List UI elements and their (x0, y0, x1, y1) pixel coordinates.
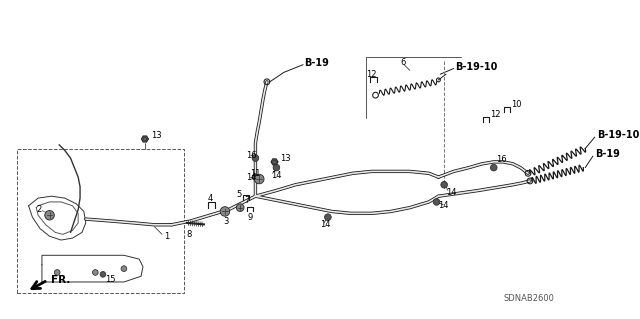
Text: 14: 14 (320, 220, 331, 229)
Circle shape (236, 204, 244, 211)
Text: 12: 12 (490, 110, 500, 119)
Text: 13: 13 (280, 153, 291, 163)
Text: 14: 14 (246, 173, 257, 182)
Text: 9: 9 (248, 213, 253, 222)
Text: 16: 16 (246, 151, 257, 160)
Text: B-19: B-19 (595, 149, 620, 159)
Text: 2: 2 (36, 205, 42, 214)
Circle shape (92, 270, 98, 275)
Polygon shape (141, 136, 148, 142)
Circle shape (45, 211, 54, 220)
Text: 8: 8 (187, 230, 192, 239)
Circle shape (441, 182, 447, 188)
Circle shape (100, 271, 106, 277)
Text: B-19-10: B-19-10 (596, 130, 639, 140)
Text: 14: 14 (438, 201, 449, 210)
Circle shape (252, 155, 259, 161)
Text: B-19: B-19 (304, 58, 329, 68)
Polygon shape (271, 159, 278, 165)
Circle shape (252, 174, 259, 181)
Text: B-19-10: B-19-10 (456, 62, 498, 71)
Text: FR.: FR. (51, 275, 71, 285)
Circle shape (433, 199, 440, 205)
Text: 4: 4 (208, 194, 213, 203)
Text: 13: 13 (150, 131, 161, 140)
Circle shape (273, 164, 280, 171)
Text: 5: 5 (236, 190, 242, 199)
Text: 14: 14 (446, 188, 456, 197)
Text: 7: 7 (244, 196, 250, 204)
Circle shape (54, 270, 60, 275)
Bar (17, 149, 184, 293)
Text: 16: 16 (495, 155, 506, 165)
Text: 11: 11 (250, 169, 260, 178)
Circle shape (255, 174, 264, 184)
Text: 1: 1 (164, 232, 169, 241)
Circle shape (220, 207, 230, 216)
Text: SDNAB2600: SDNAB2600 (504, 294, 554, 303)
Text: 3: 3 (223, 218, 228, 226)
Text: 12: 12 (366, 70, 376, 79)
Text: 14: 14 (271, 171, 281, 180)
Text: 6: 6 (400, 58, 406, 67)
Text: 15: 15 (105, 275, 115, 284)
Text: 10: 10 (511, 100, 522, 109)
Circle shape (324, 214, 332, 220)
Circle shape (121, 266, 127, 271)
Circle shape (490, 164, 497, 171)
